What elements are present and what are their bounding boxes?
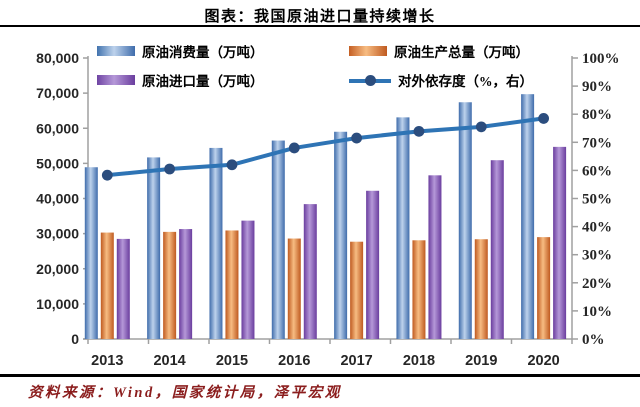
legend-item-dependency: 对外依存度（%，右） [349,70,533,90]
bar [396,117,410,339]
bar [209,147,223,339]
bar [100,232,114,339]
legend-label-imports: 原油进口量（万吨） [142,74,264,89]
right-axis-tick-label: 60% [582,163,612,179]
x-axis-tick-label: 2019 [465,353,497,369]
dependency-marker [538,113,550,124]
bars-production [100,230,551,339]
dependency-marker [475,121,487,133]
bar [458,102,472,339]
x-axis-tick-label: 2018 [403,353,435,369]
left-axis-tick-label: 70,000 [36,85,79,101]
legend-item-consumption: 原油消费量（万吨） [97,41,264,61]
bar [412,240,426,339]
right-axis-tick-label: 40% [582,220,612,236]
production-swatch [349,46,387,56]
bar [225,230,239,339]
bar [350,241,364,339]
x-axis-labels: 2013 2014 2015 2016 2017 2018 2019 2020 [91,353,560,369]
legend-label-consumption: 原油消费量（万吨） [142,45,264,60]
right-axis-tick-label: 50% [582,192,612,208]
bar [537,237,551,339]
bars-imports [116,146,567,339]
bar [147,157,161,339]
source-note: 资料来源：Wind，国家统计局，泽平宏观 [28,385,342,401]
dependency-marker [101,169,113,181]
bar [241,220,255,339]
right-axis-tick-label: 30% [582,248,612,264]
right-axis-tick-label: 70% [582,135,612,151]
consumption-swatch [97,46,135,56]
right-axis-tick-label: 10% [582,304,612,320]
left-axis-tick-label: 20,000 [36,261,79,277]
bar [428,175,442,339]
imports-swatch [97,75,135,85]
x-axis-ticks [87,339,573,344]
bar [116,238,130,339]
bar [490,160,504,339]
left-axis-tick-label: 10,000 [36,296,79,312]
dependency-marker [288,142,300,154]
x-axis-tick-label: 2020 [527,353,559,369]
right-axis-tick-label: 0% [582,332,605,348]
right-axis-labels: 0% 10% 20% 30% 40% 50% 60% 70% 80% 90% 100% [572,51,620,348]
dependency-marker [351,132,363,144]
left-axis-tick-label: 50,000 [36,155,79,171]
bar [271,140,285,339]
left-axis-tick-label: 30,000 [36,226,79,242]
bar [303,204,317,339]
dependency-markers [101,113,550,181]
left-axis-tick-label: 80,000 [36,50,79,66]
left-axis-tick-label: 0 [71,331,79,347]
bars-consumption [84,94,535,340]
x-axis-tick-label: 2016 [278,353,310,369]
x-axis-tick-label: 2014 [153,353,185,369]
right-axis-tick-label: 90% [582,79,612,95]
x-axis-tick-label: 2013 [91,353,123,369]
legend-item-imports: 原油进口量（万吨） [97,70,264,90]
bar [366,190,380,339]
dependency-line [105,116,546,178]
bar [287,238,301,339]
bar [163,231,177,339]
dependency-line-swatch [349,74,391,87]
bottom-divider [0,374,640,377]
legend-item-production: 原油生产总量（万吨） [349,41,529,61]
left-axis-tick-label: 40,000 [36,191,79,207]
bar [179,229,193,339]
right-axis-tick-label: 20% [582,276,612,292]
x-axis-tick-label: 2015 [216,353,248,369]
dependency-marker [226,159,238,171]
legend-label-dependency: 对外依存度（%，右） [398,74,533,89]
left-axis-labels: 0 10,000 20,000 30,000 40,000 50,000 60,000 70,… [36,50,88,347]
top-divider [0,25,640,27]
page-title: 图表：我国原油进口量持续增长 [204,9,436,25]
bar [553,146,567,339]
bar [521,94,535,340]
legend-label-production: 原油生产总量（万吨） [394,45,529,60]
left-axis-tick-label: 60,000 [36,120,79,136]
line-marker-dot [365,74,376,86]
bar [474,239,488,339]
dependency-marker [164,163,176,175]
right-axis-tick-label: 100% [582,51,620,67]
x-axis-tick-label: 2017 [340,353,372,369]
bar [84,167,98,339]
dependency-marker [413,125,425,137]
right-axis-tick-label: 80% [582,107,612,123]
bar [334,131,348,339]
